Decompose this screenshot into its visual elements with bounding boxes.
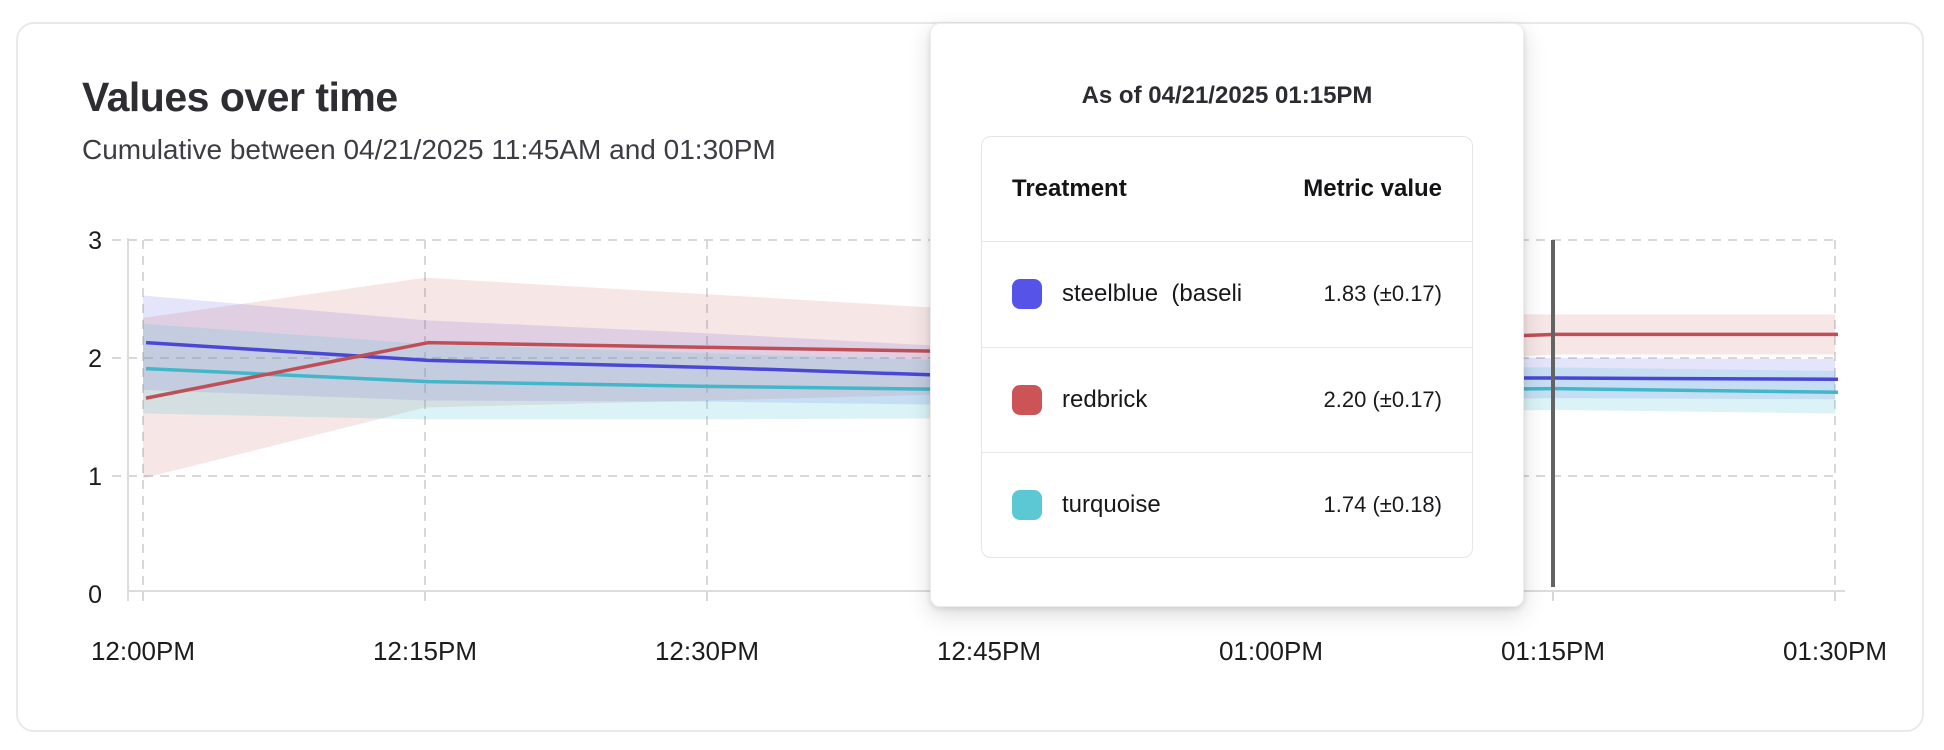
treatment-label: redbrick [1062,385,1148,413]
x-axis-tick-label: 01:15PM [1501,636,1605,666]
legend-swatch-steelblue [1012,279,1042,310]
table-row: turquoise 1.74 (±0.18) [982,453,1472,557]
metric-value: 1.83 (±0.17) [1323,281,1442,307]
y-axis-tick-label: 1 [88,463,102,491]
x-axis-tick-label: 01:00PM [1219,636,1323,666]
table-row: steelblue (baseli 1.83 (±0.17) [982,242,1472,348]
chart-hover-tooltip: As of 04/21/2025 01:15PM Treatment Metri… [930,23,1524,607]
treatment-label: steelblue (baseli [1062,280,1243,308]
metric-value: 2.20 (±0.17) [1323,386,1442,412]
table-row: redbrick 2.20 (±0.17) [982,348,1472,453]
column-header-metric-value: Metric value [1303,175,1442,203]
x-axis-tick-label: 12:15PM [373,636,477,666]
page-title: Values over time [82,74,398,120]
y-axis-tick-label: 3 [88,227,102,255]
legend-swatch-turquoise [1012,489,1042,520]
legend-swatch-redbrick [1012,384,1042,415]
chart-subtitle: Cumulative between 04/21/2025 11:45AM an… [82,134,776,165]
x-axis-tick-label: 12:45PM [937,636,1041,666]
x-axis-tick-label: 12:00PM [91,636,195,666]
x-axis-tick-label: 12:30PM [655,636,759,666]
y-axis-tick-label: 0 [88,581,102,609]
metric-value: 1.74 (±0.18) [1323,491,1442,517]
x-axis-tick-label: 01:30PM [1783,636,1887,666]
y-axis-tick-label: 2 [88,345,102,373]
tooltip-table: Treatment Metric value steelblue (baseli… [981,136,1473,558]
treatment-label: turquoise [1062,490,1161,518]
column-header-treatment: Treatment [1012,175,1127,203]
tooltip-title: As of 04/21/2025 01:15PM [1081,82,1373,109]
tooltip-table-header: Treatment Metric value [982,137,1472,243]
